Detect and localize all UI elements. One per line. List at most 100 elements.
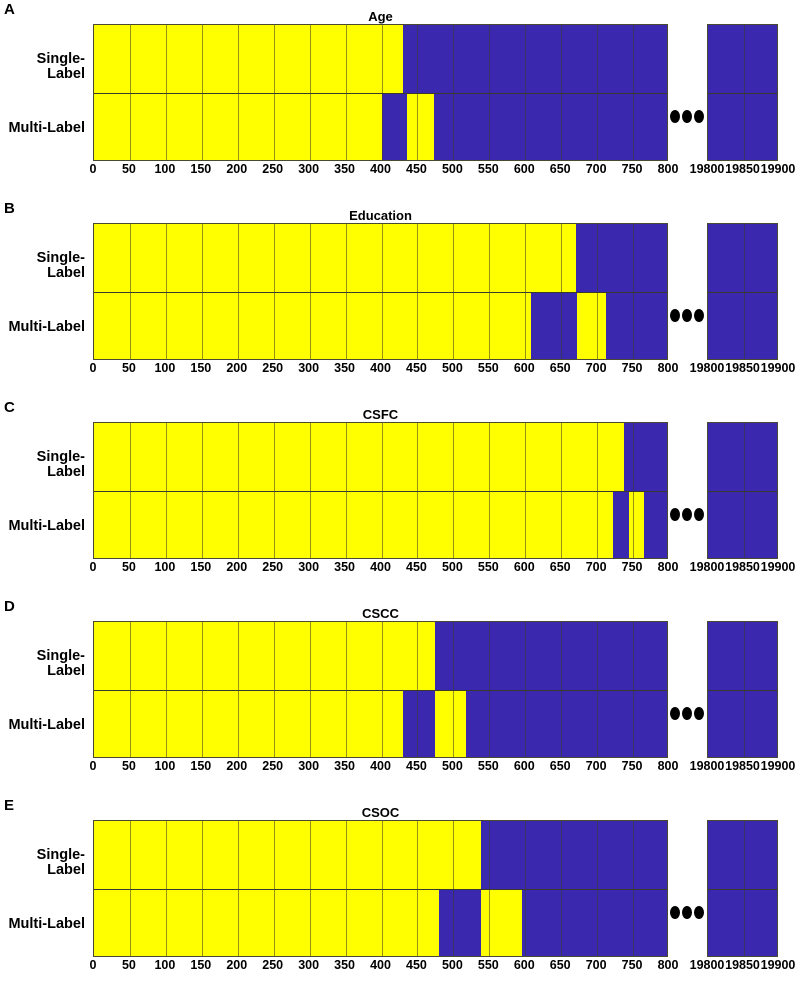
heat-cell-yellow [94,292,531,359]
heat-cell-blue [605,292,667,359]
panel-title: CSCC [362,606,399,621]
axis-tick: 250 [262,958,284,972]
row-label-single: Single-Label [36,51,85,82]
heat-cell-blue [708,93,777,160]
panel-title: CSFC [362,407,399,422]
axis-tick: 500 [441,560,463,574]
axis-tick: 550 [477,759,499,773]
axis-tick: 250 [262,361,284,375]
row-multi-label-right [708,689,777,757]
axis-tick: 450 [406,361,427,375]
row-single-label-right [708,423,777,491]
panel-c: C CSFC Single-Label Multi-Label 0 50 100 150 200… [0,398,800,597]
axis-tick-right: 19900 [760,162,796,176]
axis-tick: 300 [298,958,320,972]
axis-tick: 700 [585,759,607,773]
heat-cell-yellow [480,889,522,956]
heat-cell-yellow [94,622,436,690]
axis-tick: 650 [549,361,571,375]
row-label-group: Single-Label Multi-Label [0,24,88,161]
axis-tick: 450 [406,759,427,773]
axis-tick: 800 [657,958,679,972]
heat-cell-yellow [94,423,625,491]
heat-cell-blue [480,821,667,889]
axis-tick-right: 19900 [760,560,796,574]
axis-tick: 700 [585,361,607,375]
axis-tick: 750 [621,162,643,176]
panel-letter: E [4,797,15,814]
row-label-single: Single-Label [36,449,85,480]
row-multi-label [94,291,667,359]
panel-letter: D [4,598,15,615]
axis-tick: 200 [226,560,248,574]
axis-tick: 800 [657,560,679,574]
plot-segment-right [707,422,778,559]
axis-tick: 450 [406,560,427,574]
axis-tick: 100 [154,361,176,375]
heat-cell-blue [708,423,777,491]
axis-tick: 150 [190,759,212,773]
panel-letter: A [4,1,15,18]
row-label-multi: Multi-Label [8,916,85,932]
axis-tick-right: 19850 [725,560,760,574]
row-label-multi: Multi-Label [8,518,85,534]
row-label-group: Single-Label Multi-Label [0,422,88,559]
axis-tick-right: 19900 [760,759,796,773]
axis-tick: 600 [513,560,535,574]
axis-tick: 0 [89,759,97,773]
heat-cell-blue [708,25,777,93]
heat-cell-blue [708,622,777,690]
axis-tick: 400 [370,162,391,176]
axis-tick: 750 [621,958,643,972]
x-axis: 0 50 100 150 200 250 300 350 400 450 500 550 600 650 7… [89,361,796,384]
heat-cell-yellow [94,889,439,956]
row-label-single: Single-Label [36,250,85,281]
axis-tick: 150 [190,162,212,176]
plot-segment-main [93,24,668,161]
row-label-group: Single-Label Multi-Label [0,621,88,758]
panel-title: Age [368,9,393,24]
axis-break-ellipsis-icon [668,110,707,124]
plot-segment-right [707,820,778,957]
x-axis: 0 50 100 150 200 250 300 350 400 450 500 550 600 650 7… [89,958,796,981]
axis-tick: 400 [370,560,391,574]
heat-cell-blue [708,889,777,956]
axis-tick: 50 [121,361,136,375]
row-label-single: Single-Label [36,648,85,679]
axis-tick: 300 [298,361,320,375]
axis-tick: 650 [549,958,571,972]
heat-cell-blue [708,292,777,359]
axis-tick: 0 [89,958,97,972]
heat-cell-yellow [94,821,481,889]
row-multi-label [94,689,667,757]
axis-tick: 600 [513,361,535,375]
heat-cell-blue [708,690,777,757]
row-multi-label-right [708,92,777,160]
row-label-multi: Multi-Label [8,717,85,733]
axis-tick: 100 [154,560,176,574]
axis-tick: 250 [262,162,284,176]
axis-tick: 0 [89,560,97,574]
row-single-label-right [708,25,777,93]
heat-cell-blue [435,622,667,690]
axis-tick: 650 [549,162,571,176]
panel-title: CSOC [361,805,400,820]
panel-d: D CSCC Single-Label Multi-Label 0 50 100 150 200… [0,597,800,796]
axis-tick: 0 [89,361,97,375]
axis-tick: 500 [441,759,463,773]
heat-cell-blue [531,292,577,359]
axis-tick: 800 [657,759,679,773]
row-multi-label-right [708,888,777,956]
heat-cell-yellow [629,491,644,558]
plot-segment-right [707,24,778,161]
axis-tick: 350 [334,560,355,574]
axis-tick-right: 19900 [760,958,796,972]
x-axis: 0 50 100 150 200 250 300 350 400 450 500 550 600 650 7… [89,759,796,782]
row-single-label [94,224,667,292]
heat-cell-yellow [94,25,404,93]
axis-tick: 500 [441,958,463,972]
axis-tick: 50 [121,560,136,574]
heat-cell-yellow [435,690,467,757]
row-multi-label-right [708,490,777,558]
axis-tick: 350 [334,361,355,375]
